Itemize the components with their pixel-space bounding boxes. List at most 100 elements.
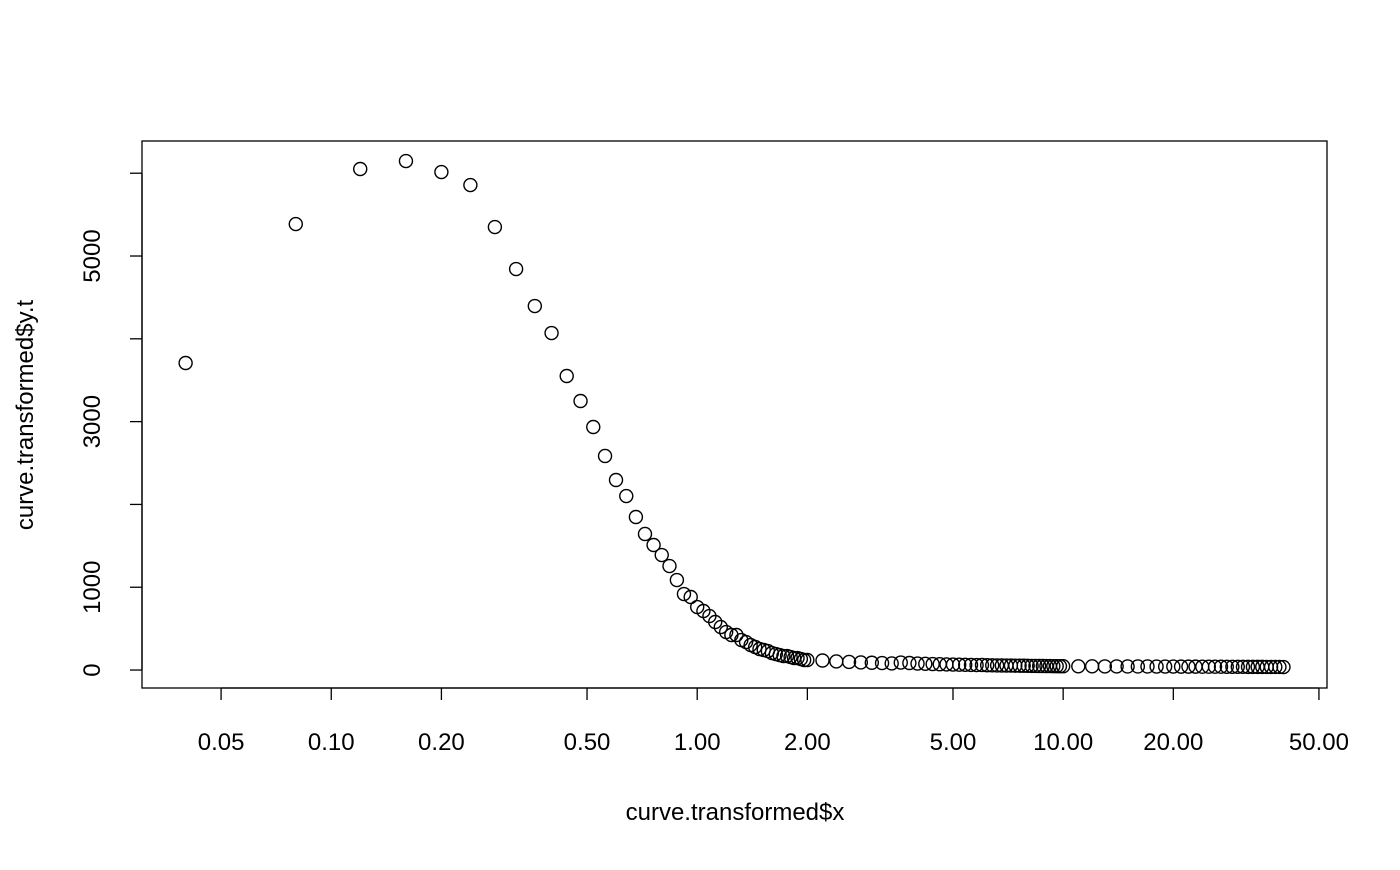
point	[902, 655, 917, 671]
point	[669, 572, 685, 588]
point	[1213, 659, 1229, 674]
point	[874, 655, 890, 671]
point	[1055, 659, 1071, 674]
x-tick-label: 20.00	[1143, 729, 1203, 756]
point	[1219, 659, 1234, 675]
point	[1149, 659, 1164, 674]
point	[1201, 659, 1216, 674]
x-tick-label: 1.00	[674, 729, 721, 756]
point	[527, 298, 543, 314]
point	[1225, 659, 1240, 675]
point	[1181, 659, 1196, 674]
point	[1035, 658, 1051, 674]
point	[463, 177, 478, 193]
point	[1157, 659, 1173, 674]
point	[1235, 659, 1251, 675]
point	[963, 657, 979, 673]
point	[1207, 659, 1223, 674]
point	[989, 658, 1005, 673]
point	[776, 648, 791, 664]
y-axis-title: curve.transformed$y.t	[12, 300, 39, 531]
y-tick-label: 3000	[79, 395, 106, 448]
point	[1245, 659, 1261, 675]
point	[974, 657, 990, 673]
point	[544, 325, 559, 341]
point	[815, 653, 830, 668]
point	[1084, 659, 1100, 674]
y-tick-label: 5000	[79, 229, 106, 282]
point	[1097, 659, 1113, 674]
point	[508, 261, 524, 277]
point	[708, 614, 723, 630]
point	[1024, 658, 1039, 674]
point	[1046, 658, 1061, 674]
point	[1016, 658, 1031, 673]
point	[1230, 659, 1245, 675]
point	[910, 656, 925, 671]
point	[945, 657, 961, 672]
point	[985, 658, 1000, 673]
point	[619, 488, 634, 504]
point	[925, 656, 940, 672]
point	[573, 393, 588, 409]
point	[662, 558, 677, 574]
point	[1012, 658, 1027, 673]
x-tick-label: 0.50	[564, 729, 611, 756]
point	[1049, 658, 1064, 674]
x-tick-label: 0.10	[308, 729, 355, 756]
point	[800, 652, 815, 668]
point	[1276, 659, 1291, 675]
x-tick-label: 0.05	[198, 729, 245, 756]
plot-box	[141, 140, 1328, 689]
x-tick-label: 5.00	[930, 729, 977, 756]
point	[918, 656, 933, 672]
point	[353, 161, 368, 177]
point	[1020, 658, 1035, 674]
point	[586, 419, 601, 435]
point	[1130, 659, 1146, 674]
point	[288, 216, 303, 232]
y-tick-label: 0	[79, 663, 106, 676]
point	[434, 164, 449, 180]
point	[1120, 659, 1135, 674]
point	[683, 589, 698, 605]
point	[676, 586, 692, 602]
point	[1272, 659, 1287, 675]
point	[853, 655, 869, 670]
point	[1031, 658, 1047, 674]
point	[597, 448, 613, 464]
point	[979, 658, 995, 673]
point	[637, 526, 653, 542]
point	[646, 537, 661, 553]
point	[1173, 659, 1189, 674]
point	[952, 657, 967, 672]
point	[729, 627, 744, 643]
x-tick-label: 0.20	[418, 729, 465, 756]
point	[178, 355, 193, 371]
point	[1166, 659, 1181, 674]
point	[1052, 659, 1068, 674]
point	[893, 655, 908, 670]
point	[796, 652, 812, 668]
point	[713, 619, 728, 635]
x-axis-title: curve.transformed$x	[626, 799, 845, 826]
point	[738, 634, 754, 650]
point	[958, 657, 973, 673]
y-tick-label: 1000	[79, 561, 106, 614]
point	[969, 657, 984, 673]
point	[487, 219, 503, 235]
point	[829, 654, 844, 669]
point	[559, 368, 574, 384]
point	[1268, 659, 1283, 675]
point	[841, 654, 857, 670]
point	[1140, 659, 1155, 674]
point	[1109, 659, 1124, 674]
point	[398, 153, 414, 169]
point	[1240, 659, 1256, 675]
point	[654, 547, 669, 563]
point	[884, 656, 899, 671]
point	[628, 509, 644, 525]
point	[1028, 658, 1043, 674]
point	[608, 472, 624, 488]
